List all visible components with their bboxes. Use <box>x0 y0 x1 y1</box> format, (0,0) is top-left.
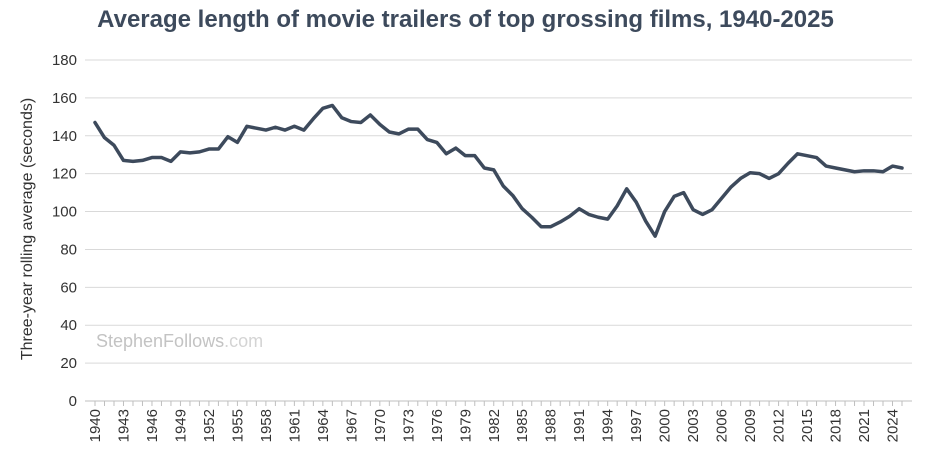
watermark-name: StephenFollows <box>96 331 224 351</box>
y-tick-label: 20 <box>60 355 77 372</box>
watermark: StephenFollows.com <box>96 331 263 351</box>
x-tick-label: 1979 <box>457 409 474 442</box>
x-tick-label: 2003 <box>685 409 702 442</box>
x-tick-label: 1946 <box>144 409 161 442</box>
x-tick-label: 1955 <box>229 409 246 442</box>
x-tick-label: 1973 <box>400 409 417 442</box>
watermark-domain: .com <box>224 331 263 351</box>
y-tick-label: 100 <box>52 204 77 221</box>
x-tick-label: 1967 <box>343 409 360 442</box>
x-tick-label: 2018 <box>828 409 845 442</box>
y-tick-label: 160 <box>52 90 77 107</box>
y-tick-label: 120 <box>52 166 77 183</box>
x-tick-label: 1964 <box>315 409 332 442</box>
x-tick-label: 2000 <box>657 409 674 442</box>
x-tick-label: 2024 <box>885 409 902 442</box>
series-layer <box>93 103 904 238</box>
x-tick-label: 1997 <box>628 409 645 442</box>
y-tick-label: 0 <box>69 393 77 410</box>
y-tick-label: 180 <box>52 52 77 69</box>
x-tick-label: 1961 <box>286 409 303 442</box>
y-tick-label: 140 <box>52 128 77 145</box>
x-tick-label: 1976 <box>429 409 446 442</box>
x-tick-label: 1940 <box>87 409 104 442</box>
x-tick-label: 1982 <box>486 409 503 442</box>
y-tick-label: 40 <box>60 317 77 334</box>
x-tick-label: 1943 <box>115 409 132 442</box>
x-tick-label: 1994 <box>600 409 617 442</box>
x-tick-labels: 1940 1943 1946 1949 1952 1955 1958 1961 1964 1967… <box>87 409 902 442</box>
x-tick-label: 1988 <box>543 409 560 442</box>
axes <box>85 400 912 406</box>
x-tick-label: 1985 <box>514 409 531 442</box>
x-tick-label: 2015 <box>799 409 816 442</box>
y-axis-label: Three-year rolling average (seconds) <box>19 98 36 360</box>
series-line-0 <box>93 103 904 238</box>
x-tick-label: 2012 <box>771 409 788 442</box>
gridlines <box>85 59 912 364</box>
x-tick-label: 2021 <box>856 409 873 442</box>
x-tick-label: 1958 <box>258 409 275 442</box>
x-tick-label: 1949 <box>172 409 189 442</box>
y-tick-label: 60 <box>60 279 77 296</box>
x-tick-label: 1952 <box>201 409 218 442</box>
y-tick-label: 80 <box>60 241 77 258</box>
x-tick-label: 1991 <box>571 409 588 442</box>
x-tick-label: 1970 <box>372 409 389 442</box>
chart-title: Average length of movie trailers of top … <box>97 6 834 33</box>
x-tick-label: 2006 <box>714 409 731 442</box>
x-tick-label: 2009 <box>742 409 759 442</box>
y-tick-labels: 0 20 40 60 80 100 120 140 160 180 <box>52 52 77 410</box>
